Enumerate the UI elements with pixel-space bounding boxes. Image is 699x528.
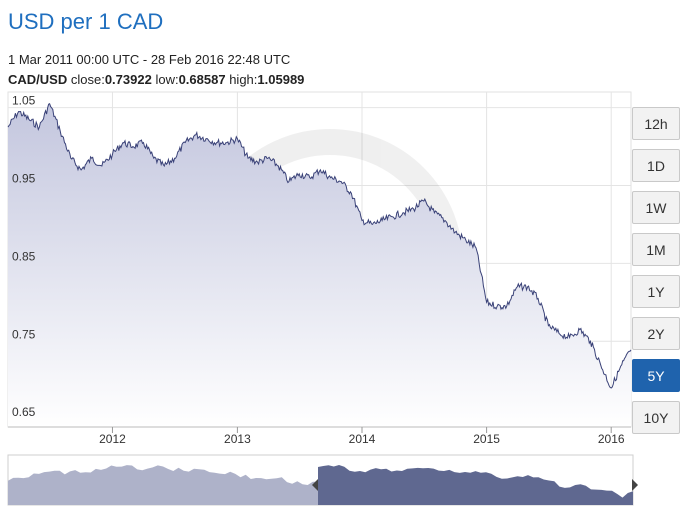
period-button-1d[interactable]: 1D [632,149,680,182]
y-tick-label: 1.05 [12,94,36,108]
y-tick-label: 0.75 [12,327,36,341]
period-button-1y[interactable]: 1Y [632,275,680,308]
y-axis: 1.05 0.95 0.85 0.75 0.65 [12,94,36,420]
x-tick-label: 2014 [349,432,376,446]
series-area [8,103,631,427]
navigator-selected-area [318,465,633,505]
x-tick-label: 2012 [99,432,126,446]
date-range-text: 1 Mar 2011 00:00 UTC - 28 Feb 2016 22:48… [8,52,291,67]
series-line [7,103,632,389]
low-value: 0.68587 [178,72,226,87]
period-button-2y[interactable]: 2Y [632,317,680,350]
range-navigator[interactable] [7,454,638,506]
high-value: 1.05989 [257,72,305,87]
close-label: close: [70,72,105,87]
navigator-unselected-area [8,465,318,505]
low-label: low: [155,72,179,87]
high-label: high: [229,72,258,87]
x-tick-label: 2015 [473,432,500,446]
period-button-12h[interactable]: 12h [632,107,680,140]
y-tick-label: 0.85 [12,249,36,263]
stats-line: CAD/USD close:0.73922 low:0.68587 high:1… [8,72,304,87]
x-tick-label: 2016 [598,432,625,446]
x-tick-label: 2013 [224,432,251,446]
y-tick-label: 0.95 [12,171,36,185]
period-button-10y[interactable]: 10Y [632,401,680,434]
y-tick-label: 0.65 [12,405,36,419]
period-button-1w[interactable]: 1W [632,191,680,224]
navigator-left-handle[interactable] [312,479,318,491]
period-button-1m[interactable]: 1M [632,233,680,266]
navigator-right-handle[interactable] [632,479,638,491]
x-axis: 2012 2013 2014 2015 2016 [8,426,631,446]
period-button-5y[interactable]: 5Y [632,359,680,392]
pair-label: CAD/USD [8,72,68,87]
chart-title: USD per 1 CAD [8,9,164,34]
close-value: 0.73922 [104,72,152,87]
